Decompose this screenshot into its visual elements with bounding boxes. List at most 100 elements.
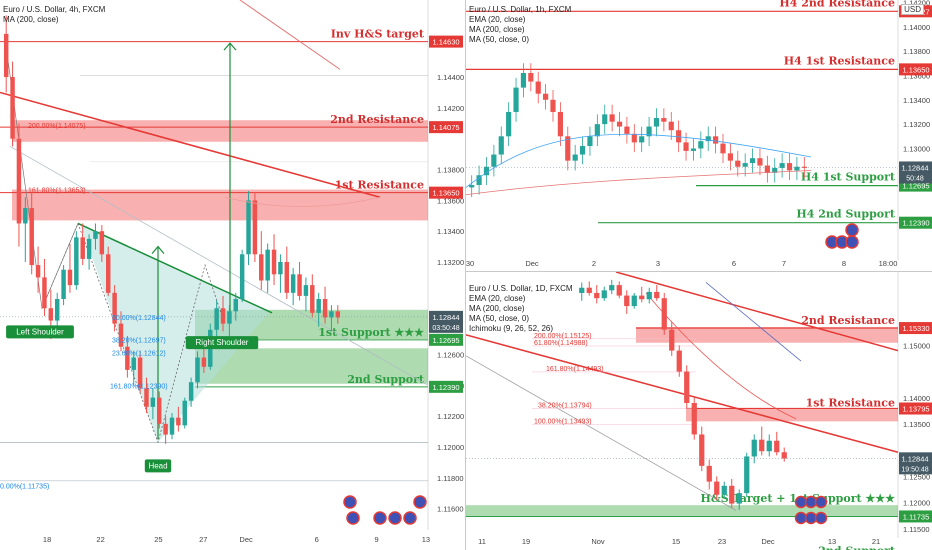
level-price-tag-bg <box>429 35 463 48</box>
candle-body <box>239 254 245 299</box>
candle-body <box>646 291 652 300</box>
candle-body <box>676 130 682 143</box>
candle-body <box>61 269 66 299</box>
x-tick-label: 19 <box>522 537 530 546</box>
candle-body <box>513 87 519 112</box>
candle-body <box>520 73 527 88</box>
fib-label: 23.60%(1.12612) <box>112 351 166 358</box>
candle-body <box>653 118 660 127</box>
candle-body <box>303 285 309 296</box>
chart-1d-indicator-ema: EMA (20, close) <box>469 294 526 303</box>
y-tick-label: 1.13200 <box>437 258 464 267</box>
candle-body <box>214 308 219 330</box>
event-flag-icon <box>388 511 402 525</box>
panel-divider-vertical[interactable] <box>465 0 466 550</box>
x-tick-label: 15 <box>672 537 680 546</box>
candle-body <box>616 121 623 127</box>
level-zone <box>12 120 428 142</box>
y-tick-label: 1.11500 <box>903 525 930 534</box>
chart-1d-svg[interactable]: 1.15000 1.14000 1.13500 1.12500 1.12000 1.115… <box>466 272 932 550</box>
candle-body <box>631 295 637 307</box>
candle-body <box>67 269 73 286</box>
candle-body <box>727 153 733 161</box>
candle-body <box>3 33 9 78</box>
candle-body <box>29 208 34 266</box>
x-tick-label: 7 <box>782 259 786 268</box>
event-flag-icon <box>845 235 859 249</box>
y-tick-label: 1.12500 <box>903 472 930 481</box>
x-tick-label: 23 <box>718 537 726 546</box>
candle-body <box>759 439 765 452</box>
y-tick-label: 1.11600 <box>437 505 464 514</box>
y-tick-label: 1.11800 <box>437 474 464 483</box>
candle-body <box>772 167 778 173</box>
current-price-tag: 1.12844 <box>901 454 928 463</box>
candle-body <box>227 311 232 324</box>
measure-arrow-right-head <box>223 42 237 51</box>
x-tick-label: 2 <box>592 259 596 268</box>
chart-panel-4h[interactable]: 1.14400 1.14200 1.13800 1.13600 1.13400 1.132… <box>0 0 465 550</box>
level-price-tag: 1.13795 <box>902 405 929 414</box>
fib-label: 61.80%(1.14988) <box>534 340 588 347</box>
panel-divider-horizontal[interactable] <box>466 271 932 272</box>
candle-body <box>259 254 264 281</box>
candle-body <box>721 485 727 495</box>
x-tick-label: 11 <box>478 537 486 546</box>
currency-label[interactable]: USD <box>901 4 924 15</box>
level-price-tag: 1.13650 <box>902 65 929 74</box>
ma200-line <box>466 169 812 196</box>
chart-1d-indicator-ichimoku: Ichimoku (9, 26, 52, 26) <box>469 324 554 333</box>
chart-1h-svg[interactable]: 1.144001.142001.140001.138001.136001.134… <box>466 0 932 271</box>
level-zone <box>636 327 898 343</box>
pattern-label: Right Shoulder <box>196 338 249 347</box>
chart-4h-title: Euro / U.S. Dollar, 4h, FXCM <box>3 5 106 14</box>
current-price-tag: 1.12844 <box>901 163 928 172</box>
candle-body <box>624 295 630 307</box>
level-label: 2nd Support <box>347 373 425 386</box>
y-tick-label: 1.13400 <box>437 227 464 236</box>
level-price-tag: 1.13650 <box>432 189 459 198</box>
candle-body <box>676 350 682 372</box>
candle-body <box>220 308 226 324</box>
candle-body <box>93 231 98 239</box>
x-tick-label: 18:00 <box>879 259 898 268</box>
candle-body <box>751 439 757 457</box>
chart-1d-header: Euro / U.S. Dollar, 1D, FXCM EMA (20, cl… <box>469 284 573 334</box>
fib-label: 50.00%(1.12844) <box>112 315 166 322</box>
pattern-label-bg <box>6 325 74 339</box>
candle-body <box>476 175 482 185</box>
candle-body <box>631 133 637 143</box>
candle-body <box>297 274 302 296</box>
x-tick-label: 13 <box>828 537 836 546</box>
ma200-line <box>224 196 381 207</box>
candle-body <box>233 298 239 312</box>
candle-body <box>586 287 592 293</box>
candle-body <box>125 346 130 370</box>
candle-body <box>786 163 793 171</box>
level-label: 2nd Support <box>818 545 896 550</box>
level-label: 2nd Resistance <box>801 314 895 327</box>
y-tick-label: 1.12600 <box>437 350 464 359</box>
fib-label: 200.00%(1.15125) <box>534 333 592 340</box>
level-label: 2nd Resistance <box>330 113 424 126</box>
y-tick-label: 1.12200 <box>437 412 464 421</box>
chart-panel-1d[interactable]: 1.15000 1.14000 1.13500 1.12500 1.12000 1.115… <box>466 272 932 550</box>
ema-line <box>645 292 797 420</box>
current-price-tag-bg <box>899 452 932 475</box>
chart-1d-indicator-ma50: MA (50, close, 0) <box>469 314 530 323</box>
y-tick-label: 1.14200 <box>437 104 464 113</box>
x-tick-label: Nov <box>591 537 605 546</box>
chart-4h-svg[interactable]: 1.14400 1.14200 1.13800 1.13600 1.13400 1.132… <box>0 0 465 550</box>
x-tick-label: 22 <box>96 535 104 544</box>
x-tick-label: 27 <box>199 535 207 544</box>
level-label: 1st Resistance <box>335 179 424 192</box>
candle-body <box>10 77 15 139</box>
chart-1h-indicator-ema: EMA (20, close) <box>469 15 526 24</box>
candle-body <box>169 417 175 435</box>
chart-1h-title: Euro / U.S. Dollar, 1h, FXCM <box>469 5 572 14</box>
chart-panel-1h[interactable]: 1.144001.142001.140001.138001.136001.134… <box>466 0 932 271</box>
level-zone <box>466 505 898 516</box>
x-tick-label: 21 <box>872 537 880 546</box>
level-zone <box>686 409 898 422</box>
current-price-tag-bg <box>429 310 463 333</box>
